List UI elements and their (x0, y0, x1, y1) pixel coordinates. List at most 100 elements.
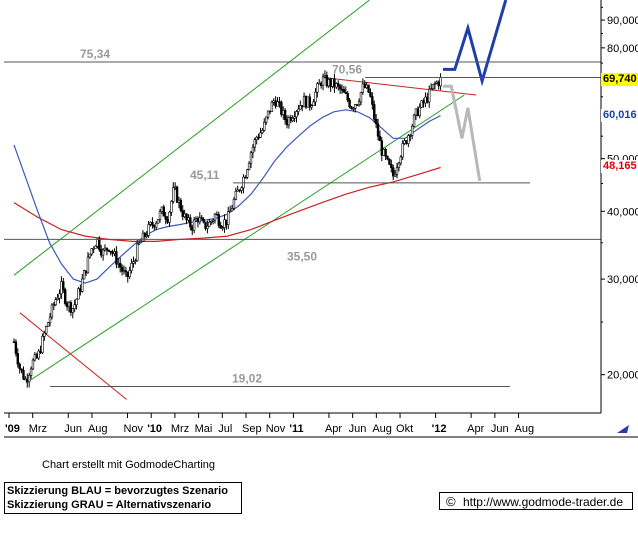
candle-body (120, 266, 124, 272)
candle-body (158, 211, 162, 220)
candle-body (270, 101, 274, 113)
x-tick-label: Jul (218, 423, 232, 435)
x-tick-label: Apr (467, 423, 484, 435)
candle-body (363, 83, 366, 88)
candle-body (81, 278, 84, 292)
x-tick-label: Aug (515, 423, 535, 435)
candle-body (234, 190, 238, 200)
candle-body (20, 368, 23, 371)
candle-body (337, 83, 340, 87)
candle-body (82, 270, 86, 280)
candle-body (306, 96, 310, 108)
candle-body (386, 155, 389, 160)
candle-body (156, 219, 160, 224)
candle-body (111, 251, 114, 254)
candle-body (126, 271, 129, 278)
copyright-icon: © (446, 494, 456, 509)
candle-body (300, 105, 304, 108)
candle-body (84, 270, 88, 274)
candle-body (96, 238, 99, 247)
candle-body (361, 83, 365, 93)
source-url-box[interactable]: © http://www.godmode-trader.de (439, 492, 633, 510)
candle-body (227, 211, 230, 226)
candle-body (29, 368, 33, 376)
corner-arrow-shape (617, 425, 629, 433)
candle-body (367, 84, 370, 93)
candle-body (371, 96, 374, 105)
chart-corner-arrow-icon[interactable] (617, 425, 629, 433)
candle-body (170, 201, 173, 213)
candle-body (136, 243, 139, 262)
candle-body (346, 93, 349, 101)
candle-body (191, 226, 194, 231)
candle-body (141, 232, 145, 242)
candle-body (420, 100, 423, 108)
candle-body (274, 100, 277, 107)
candle-body (403, 140, 406, 144)
chart-credit: Chart erstellt mit GodmodeCharting (42, 459, 216, 471)
candle-body (257, 136, 260, 139)
candle-body (52, 304, 56, 306)
candle-body (60, 281, 63, 295)
candle-body (299, 105, 302, 110)
candle-body (240, 187, 243, 191)
candle-body (137, 242, 141, 245)
candle-body (67, 302, 71, 307)
candle-body (283, 109, 287, 121)
candle-body (39, 350, 42, 353)
scenario-legend: Skizzierung BLAU = bevorzugtes Szenario … (4, 482, 242, 514)
candle-body (429, 88, 433, 90)
y-tick-label: 80,000 (607, 43, 638, 55)
candle-body (323, 75, 327, 78)
candle-body (24, 378, 27, 381)
candle-body (71, 308, 74, 313)
candle-body (189, 217, 192, 228)
candle-body (414, 108, 418, 116)
candle-body (230, 208, 234, 212)
horizontal-levels: 75,34 70,56 45,11 35,50 19,02 (4, 47, 601, 388)
candle-body (173, 186, 177, 189)
candle-body (94, 245, 97, 249)
candle-body (247, 162, 251, 171)
candle-body (318, 82, 321, 85)
candle-body (384, 149, 387, 157)
candle-body (276, 101, 279, 107)
candle-body (62, 281, 65, 290)
candle-body (117, 262, 120, 265)
candle-body (319, 82, 323, 86)
candle-body (88, 253, 92, 258)
candle-body (410, 125, 414, 136)
candle-body (435, 81, 439, 84)
candle-body (217, 214, 220, 226)
y-tick-label: 20,000 (607, 370, 638, 382)
candle-body (327, 79, 330, 87)
source-url[interactable]: http://www.godmode-trader.de (462, 495, 624, 509)
candle-body (272, 100, 275, 103)
candle-body (355, 104, 359, 106)
candle-body (253, 139, 256, 148)
candles (12, 70, 442, 388)
candle-body (41, 336, 44, 353)
candle-body (26, 378, 29, 383)
candle-body (198, 217, 202, 223)
candle-body (433, 83, 437, 85)
candle-body (65, 303, 69, 307)
candle-body (155, 222, 158, 228)
candle-body (50, 304, 54, 318)
x-tick-label: Okt (396, 423, 413, 435)
candle-body (352, 108, 355, 110)
candle-body (350, 106, 353, 110)
candle-body (221, 227, 224, 229)
candle-body (321, 76, 325, 86)
candle-body (359, 92, 363, 103)
candle-body (312, 101, 315, 106)
red-downtrend-early (19, 312, 127, 400)
x-tick-label: '10 (147, 423, 162, 435)
candle-body (183, 213, 186, 217)
candle-body (164, 215, 167, 220)
candle-body (122, 270, 126, 272)
legend-grey-scenario: Skizzierung GRAU = Alternativszenario (7, 499, 212, 511)
candle-body (175, 186, 179, 203)
candle-body (369, 91, 372, 97)
candle-body (289, 117, 293, 122)
